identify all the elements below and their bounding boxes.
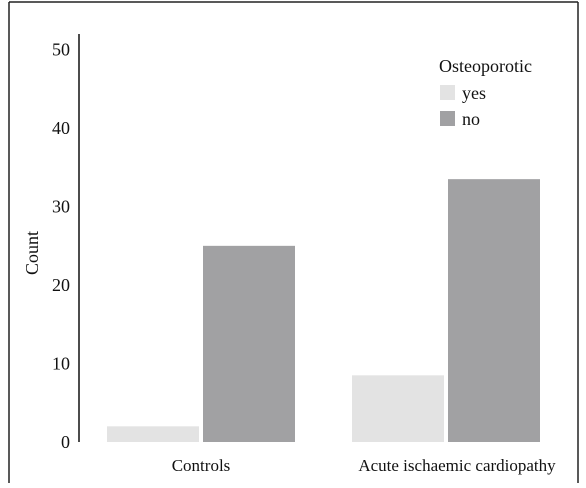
bar-no-0 [203, 245, 295, 442]
y-tick-label: 30 [52, 197, 70, 217]
y-tick-label: 20 [52, 275, 70, 295]
category-label: Controls [172, 456, 231, 475]
y-tick-label: 10 [52, 354, 70, 374]
legend-swatch-yes [440, 85, 455, 100]
bar-no-1 [448, 179, 540, 442]
category-label: Acute ischaemic cardiopathy [358, 456, 556, 475]
y-tick-labels: 0 10 20 30 40 50 [52, 40, 70, 452]
bars-group [107, 179, 540, 442]
bar-yes-1 [352, 375, 444, 442]
y-tick-label: 0 [61, 432, 70, 452]
legend-label-no: no [462, 109, 480, 129]
y-tick-label: 50 [52, 40, 70, 60]
category-labels: Controls Acute ischaemic cardiopathy [172, 456, 556, 475]
legend: Osteoporotic yes no [439, 56, 532, 129]
bar-yes-0 [107, 426, 199, 442]
legend-label-yes: yes [462, 83, 486, 103]
y-tick-label: 40 [52, 118, 70, 138]
legend-swatch-no [440, 111, 455, 126]
y-axis-title: Count [22, 231, 42, 275]
legend-title: Osteoporotic [439, 56, 532, 76]
